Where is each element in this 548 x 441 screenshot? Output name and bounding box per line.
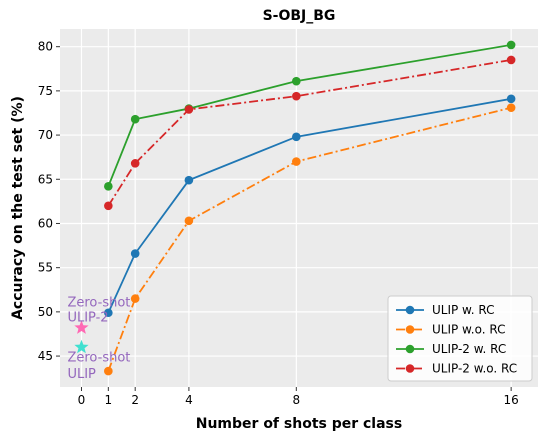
data-point [506, 94, 516, 104]
annotation-label: ULIP [67, 367, 96, 382]
annotation-label: Zero-shot [67, 350, 130, 365]
x-tick-label: 1 [105, 393, 113, 407]
x-tick-label: 4 [185, 393, 193, 407]
data-point [184, 175, 194, 185]
data-point [506, 103, 516, 112]
series-2 [104, 103, 516, 376]
legend-marker [405, 305, 415, 315]
legend-marker [405, 325, 415, 334]
legend-entry: ULIP-2 w. RC [432, 342, 506, 356]
grid [60, 29, 538, 387]
y-tick-label: 60 [38, 216, 53, 230]
y-tick-label: 75 [38, 84, 53, 98]
y-tick-label: 70 [38, 128, 53, 142]
legend-box [387, 295, 533, 382]
data-point [104, 366, 113, 376]
x-tick-label: 8 [292, 393, 300, 407]
data-point [104, 182, 113, 191]
data-point [130, 249, 140, 258]
x-tick-label: 2 [131, 393, 139, 407]
y-tick-label: 55 [38, 261, 53, 275]
x-tick-label: 16 [504, 393, 519, 407]
legend-entry: ULIP w. RC [432, 303, 495, 317]
series-layer [104, 40, 516, 376]
star-marker [74, 339, 89, 354]
legend-entry: ULIP-2 w.o. RC [432, 362, 517, 376]
y-tick-label: 80 [38, 40, 53, 54]
data-point [292, 76, 301, 86]
data-point [130, 114, 140, 124]
data-point [130, 294, 140, 303]
x-axis-label: Number of shots per class [196, 416, 402, 432]
legend: ULIP w. RC ULIP w.o. RC ULIP-2 w. RC ULIP-2… [387, 295, 533, 382]
series-4 [104, 55, 516, 211]
annotation-label: Zero-shot [67, 296, 130, 311]
data-point [506, 55, 516, 65]
data-point [104, 201, 113, 211]
zero-shot-annotation: Zero-shot ULIP [67, 339, 130, 382]
series-1 [104, 94, 516, 318]
tick-layer: 0 1 2 4 8 16 45 50 55 60 65 70 75 80 [38, 40, 519, 407]
y-axis-label: Accuracy on the test set (%) [10, 96, 26, 320]
data-point [506, 40, 516, 50]
y-tick-label: 45 [38, 349, 53, 363]
data-point [130, 159, 140, 168]
data-point [292, 91, 301, 101]
y-tick-label: 50 [38, 305, 53, 319]
star-marker [74, 320, 89, 334]
data-point [292, 132, 301, 142]
annotation-label: ULIP-2 [67, 311, 108, 326]
legend-marker [405, 344, 415, 354]
legend-marker [405, 364, 415, 373]
data-point [184, 216, 194, 226]
y-tick-label: 65 [38, 172, 53, 186]
x-tick-label: 0 [78, 393, 86, 407]
chart-title: S-OBJ_BG [263, 8, 336, 24]
data-point [184, 105, 194, 114]
legend-entry: ULIP w.o. RC [432, 323, 505, 337]
data-point [292, 157, 301, 166]
data-point [104, 308, 113, 318]
